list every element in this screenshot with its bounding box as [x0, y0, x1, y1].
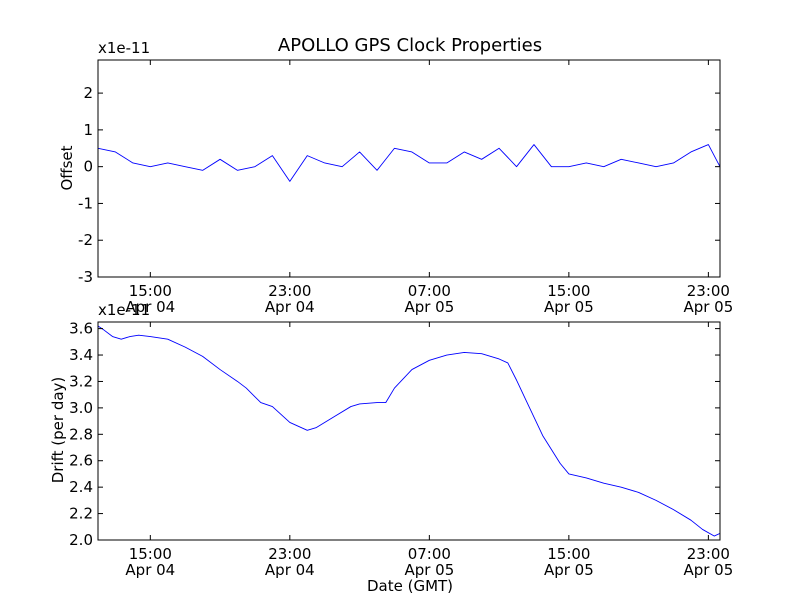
y-tick-label: 2.2 [69, 505, 93, 523]
figure-title: APOLLO GPS Clock Properties [278, 35, 542, 56]
y-tick-label: 2.8 [69, 425, 93, 443]
x-tick-label-date: Apr 04 [265, 298, 315, 316]
y-tick-label: 2.4 [69, 478, 93, 496]
x-tick-label-date: Apr 05 [683, 561, 733, 579]
x-tick-label-time: 23:00 [268, 545, 311, 563]
x-tick-label-time: 15:00 [547, 282, 590, 300]
y-tick-label: 2 [83, 84, 93, 102]
offset-panel-ylabel: Offset [58, 145, 76, 190]
drift-panel: Drift (per day) x1e-11 2.0 2.2 2.4 2.6 2.8 3.… [49, 301, 733, 579]
y-tick-label: 3.0 [69, 399, 93, 417]
drift-panel-ylabel: Drift (per day) [49, 377, 67, 484]
x-tick-label-time: 15:00 [129, 545, 172, 563]
x-tick-label-time: 07:00 [408, 282, 451, 300]
x-tick-label-time: 07:00 [408, 545, 451, 563]
drift-series-line [98, 325, 720, 537]
y-tick-label: 3.6 [69, 320, 93, 338]
offset-series-line [98, 144, 720, 182]
x-tick-label-date: Apr 05 [404, 298, 454, 316]
offset-plot-frame [97, 59, 721, 278]
x-tick-label-date: Apr 04 [265, 561, 315, 579]
x-tick-label-date: Apr 04 [125, 561, 175, 579]
x-tick-label-time: 23:00 [268, 282, 311, 300]
x-axis-label: Date (GMT) [367, 577, 453, 595]
x-tick-label-date: Apr 05 [544, 298, 594, 316]
x-tick-label-date: Apr 05 [404, 561, 454, 579]
x-tick-label-time: 23:00 [687, 545, 730, 563]
drift-plot-frame [97, 321, 721, 541]
y-tick-label: -2 [78, 231, 93, 249]
x-tick-label-time: 23:00 [687, 282, 730, 300]
x-tick-label-time: 15:00 [129, 282, 172, 300]
offset-panel-exponent: x1e-11 [98, 39, 150, 57]
y-tick-label: -3 [78, 268, 93, 286]
y-tick-label: 1 [83, 121, 93, 139]
y-tick-label: 2.6 [69, 452, 93, 470]
y-tick-label: 3.2 [69, 372, 93, 390]
x-tick-label-date: Apr 05 [683, 298, 733, 316]
y-tick-label: 2.0 [69, 531, 93, 549]
drift-panel-exponent: x1e-11 [98, 301, 150, 319]
x-tick-label-date: Apr 04 [125, 298, 175, 316]
x-tick-label-time: 15:00 [547, 545, 590, 563]
y-tick-label: 3.4 [69, 346, 93, 364]
y-tick-label: -1 [78, 194, 93, 212]
x-tick-label-date: Apr 05 [544, 561, 594, 579]
y-tick-label: 0 [83, 158, 93, 176]
